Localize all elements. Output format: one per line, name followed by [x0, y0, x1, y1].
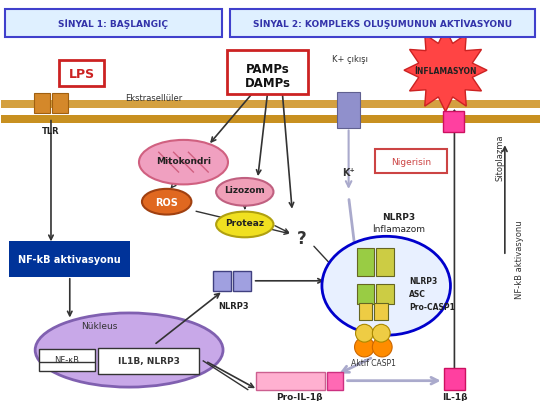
Bar — [359, 303, 372, 320]
Bar — [1, 101, 541, 109]
Text: LPS: LPS — [69, 67, 94, 81]
Text: İNFLAMASYON: İNFLAMASYON — [414, 67, 477, 75]
Polygon shape — [404, 30, 487, 112]
FancyBboxPatch shape — [375, 150, 447, 174]
Text: NF-kB aktivasyonu: NF-kB aktivasyonu — [515, 220, 524, 299]
Text: SİNYAL 1: BAŞLANGIÇ: SİNYAL 1: BAŞLANGIÇ — [58, 19, 168, 28]
Text: Pro-IL-1β: Pro-IL-1β — [276, 392, 323, 401]
Bar — [443, 111, 464, 133]
Ellipse shape — [142, 189, 192, 215]
Ellipse shape — [322, 237, 450, 335]
FancyBboxPatch shape — [213, 271, 231, 291]
Text: ASC: ASC — [409, 290, 426, 298]
Text: Nükleus: Nükleus — [81, 321, 117, 330]
Bar — [337, 93, 360, 128]
Text: Sitoplazma: Sitoplazma — [495, 135, 505, 181]
Text: NF-kB aktivasyonu: NF-kB aktivasyonu — [19, 254, 121, 264]
Circle shape — [354, 337, 375, 357]
Text: SİNYAL 2: KOMPLEKS OLUŞUMUNUN AKTİVASYONU: SİNYAL 2: KOMPLEKS OLUŞUMUNUN AKTİVASYON… — [253, 19, 512, 28]
Ellipse shape — [216, 212, 274, 238]
FancyBboxPatch shape — [227, 51, 308, 95]
FancyBboxPatch shape — [4, 10, 222, 37]
Text: IL-1β: IL-1β — [442, 392, 467, 401]
Text: ?: ? — [297, 230, 307, 248]
Circle shape — [372, 337, 392, 357]
Circle shape — [372, 324, 390, 342]
FancyBboxPatch shape — [230, 10, 535, 37]
Text: K⁺: K⁺ — [342, 168, 355, 178]
Text: NF-κB: NF-κB — [54, 356, 79, 365]
Text: Lizozom: Lizozom — [224, 186, 265, 195]
Ellipse shape — [35, 313, 223, 387]
Bar — [327, 372, 343, 390]
FancyBboxPatch shape — [98, 348, 199, 374]
Bar — [34, 94, 50, 113]
Text: Nigerisin: Nigerisin — [391, 157, 431, 166]
Text: Aktif CASP1: Aktif CASP1 — [351, 358, 396, 367]
Ellipse shape — [216, 178, 274, 206]
Bar — [52, 94, 68, 113]
FancyBboxPatch shape — [59, 61, 104, 87]
FancyBboxPatch shape — [233, 271, 251, 291]
Circle shape — [355, 324, 373, 342]
Bar — [1, 115, 541, 123]
Text: İnflamazom: İnflamazom — [372, 224, 425, 233]
Bar — [357, 249, 375, 276]
Text: Mitokondri: Mitokondri — [156, 156, 211, 165]
Text: Ekstrasellüler: Ekstrasellüler — [125, 94, 182, 103]
Text: NLRP3: NLRP3 — [409, 277, 437, 286]
Text: TLR: TLR — [42, 127, 60, 136]
Bar — [443, 368, 465, 390]
Text: Proteaz: Proteaz — [225, 219, 264, 227]
Text: Pro-CASP1: Pro-CASP1 — [409, 302, 455, 311]
Bar — [376, 249, 394, 276]
Text: DAMPs: DAMPs — [245, 76, 290, 89]
Text: K+ çıkışı: K+ çıkışı — [331, 55, 367, 64]
Text: NLRP3: NLRP3 — [218, 301, 249, 310]
Ellipse shape — [139, 141, 228, 185]
FancyBboxPatch shape — [39, 349, 96, 371]
Bar — [357, 284, 375, 304]
Bar — [375, 303, 388, 320]
Text: PAMPs: PAMPs — [246, 63, 289, 75]
Text: IL1B, NLRP3: IL1B, NLRP3 — [118, 356, 180, 365]
Text: ROS: ROS — [155, 197, 178, 207]
Bar — [376, 284, 394, 304]
FancyBboxPatch shape — [9, 242, 130, 277]
Text: NLRP3: NLRP3 — [383, 213, 416, 221]
Bar — [256, 372, 325, 390]
